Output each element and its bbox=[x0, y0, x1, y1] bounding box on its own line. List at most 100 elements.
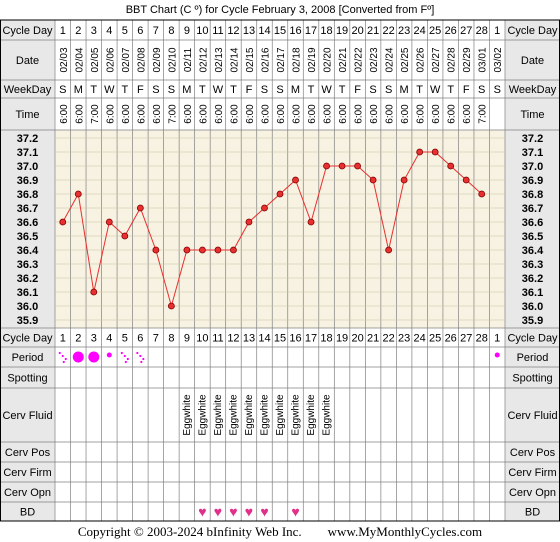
cycle-day-label-bottom: 20 bbox=[351, 333, 363, 345]
row-label-right-spotting: Spotting bbox=[512, 373, 552, 385]
cerv-fluid-label: Eggwhite bbox=[244, 394, 255, 436]
cerv-fluid-label: Eggwhite bbox=[228, 394, 239, 436]
temperature-point bbox=[121, 232, 129, 240]
date-label: 02/05 bbox=[90, 47, 101, 72]
cycle-day-label: 12 bbox=[227, 25, 239, 37]
time-label: 6:00 bbox=[323, 104, 334, 124]
cycle-day-label: 2 bbox=[75, 25, 81, 37]
cycle-day-label: 25 bbox=[429, 25, 441, 37]
cycle-day-label: 10 bbox=[196, 25, 208, 37]
cerv-fluid-label: Eggwhite bbox=[213, 394, 224, 436]
time-label: 6:00 bbox=[198, 104, 209, 124]
time-label: 6:00 bbox=[354, 104, 365, 124]
cycle-day-label-bottom: 1 bbox=[60, 333, 66, 345]
period-spotting-dot bbox=[58, 351, 61, 355]
period-spotting-dot bbox=[139, 354, 142, 358]
weekday-label: F bbox=[354, 84, 361, 96]
row-label-right-time: Time bbox=[520, 109, 544, 121]
cerv-fluid-label: Eggwhite bbox=[182, 394, 193, 436]
cerv-fluid-label: Eggwhite bbox=[306, 394, 317, 436]
time-label: 6:00 bbox=[431, 104, 442, 124]
temperature-point bbox=[462, 176, 470, 184]
row-label-left-bd: BD bbox=[20, 507, 35, 519]
date-label: 02/13 bbox=[214, 47, 225, 72]
weekday-label: T bbox=[339, 84, 346, 96]
weekday-label: W bbox=[213, 84, 224, 96]
y-tick-label-right: 36.6 bbox=[522, 217, 543, 229]
cycle-day-label: 1 bbox=[60, 25, 66, 37]
cycle-day-label-bottom: 6 bbox=[137, 333, 143, 345]
date-label: 02/23 bbox=[369, 47, 380, 72]
weekday-label: T bbox=[90, 84, 97, 96]
y-tick-label-left: 36.9 bbox=[17, 175, 38, 187]
cycle-day-label-bottom: 7 bbox=[153, 333, 159, 345]
period-heavy-marker bbox=[72, 351, 84, 363]
y-tick-label-left: 36.1 bbox=[17, 287, 38, 299]
row-label-right-cycle-day: Cycle Day bbox=[507, 25, 558, 37]
row-label-left-cerv-opn: Cerv Opn bbox=[4, 487, 51, 499]
time-label: 6:00 bbox=[121, 104, 132, 124]
date-label: 02/21 bbox=[338, 47, 349, 72]
temperature-point bbox=[369, 176, 377, 184]
y-tick-label-right: 36.5 bbox=[522, 231, 543, 243]
weekday-label: F bbox=[246, 84, 253, 96]
temperature-point bbox=[400, 176, 408, 184]
cycle-day-label: 17 bbox=[305, 25, 317, 37]
date-label: 02/15 bbox=[245, 47, 256, 72]
cycle-day-label-bottom: 15 bbox=[274, 333, 286, 345]
row-label-right-bd: BD bbox=[525, 507, 540, 519]
row-label-left-weekday: WeekDay bbox=[4, 84, 52, 96]
row-label-left-date: Date bbox=[16, 55, 39, 67]
temperature-point bbox=[261, 204, 268, 212]
weekday-label: M bbox=[182, 84, 191, 96]
cycle-day-label: 7 bbox=[153, 25, 159, 37]
cycle-day-label: 26 bbox=[445, 25, 457, 37]
temperature-point bbox=[199, 246, 206, 254]
period-light-marker bbox=[494, 352, 500, 358]
cycle-day-label: 28 bbox=[476, 25, 488, 37]
cycle-day-label-bottom: 8 bbox=[168, 333, 174, 345]
time-label: 6:00 bbox=[214, 104, 225, 124]
cycle-day-label: 11 bbox=[212, 25, 223, 37]
cerv-fluid-label: Eggwhite bbox=[275, 394, 286, 436]
period-spotting-dot bbox=[62, 360, 65, 364]
weekday-label: S bbox=[261, 84, 268, 96]
site-link[interactable]: www.MyMonthlyCycles.com bbox=[327, 524, 483, 539]
y-tick-label-left: 37.0 bbox=[17, 161, 38, 173]
y-tick-label-right: 36.7 bbox=[522, 203, 543, 215]
bd-heart-icon: ♥ bbox=[214, 504, 222, 520]
temperature-point bbox=[416, 148, 424, 156]
time-label: 6:00 bbox=[416, 104, 427, 124]
date-label: 02/03 bbox=[59, 47, 70, 72]
y-tick-label-left: 37.1 bbox=[17, 147, 38, 159]
time-label: 6:00 bbox=[229, 104, 240, 124]
weekday-label: M bbox=[400, 84, 409, 96]
time-label: 7:00 bbox=[478, 104, 489, 124]
time-label: 6:00 bbox=[338, 104, 349, 124]
row-label-right-date: Date bbox=[521, 55, 544, 67]
cycle-day-label-bottom: 11 bbox=[212, 333, 223, 345]
period-spotting-dot bbox=[126, 357, 129, 361]
temperature-line bbox=[62, 151, 483, 308]
weekday-label: T bbox=[121, 84, 128, 96]
cycle-day-label: 21 bbox=[367, 25, 379, 37]
temperature-point bbox=[183, 246, 191, 254]
row-label-right-cerv-pos: Cerv Pos bbox=[510, 447, 556, 459]
cycle-day-label: 4 bbox=[106, 25, 112, 37]
weekday-label: M bbox=[291, 84, 300, 96]
weekday-label: T bbox=[199, 84, 206, 96]
row-label-left-spotting: Spotting bbox=[7, 373, 47, 385]
time-label: 6:00 bbox=[292, 104, 303, 124]
date-label: 02/17 bbox=[276, 47, 287, 72]
weekday-label: T bbox=[230, 84, 237, 96]
temperature-point bbox=[323, 162, 330, 170]
date-label: 02/24 bbox=[385, 47, 396, 72]
period-heavy-marker bbox=[88, 351, 100, 363]
weekday-label: F bbox=[463, 84, 470, 96]
bd-heart-icon: ♥ bbox=[198, 504, 206, 520]
cycle-day-label-bottom: 27 bbox=[460, 333, 472, 345]
period-spotting-dot bbox=[61, 354, 64, 358]
date-label: 02/04 bbox=[74, 47, 85, 72]
temperature-point bbox=[214, 246, 222, 254]
footer: Copyright © 2003-2024 bInfinity Web Inc.… bbox=[0, 522, 560, 542]
